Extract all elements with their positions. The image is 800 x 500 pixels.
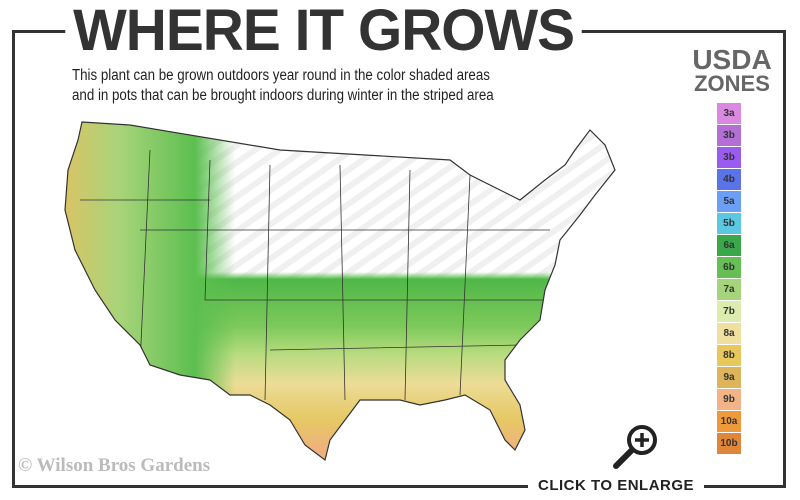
zone-swatch-3b: 3b [717, 125, 741, 146]
zone-swatch-8b: 8b [717, 345, 741, 366]
click-to-enlarge-button[interactable]: CLICK TO ENLARGE [528, 476, 705, 496]
magnifier-plus-icon[interactable] [608, 422, 664, 470]
state-borders [80, 149, 560, 401]
legend-title-line-1: USDA [692, 44, 772, 75]
zone-swatch-5b: 5b [717, 213, 741, 234]
subtitle-line-2: and in pots that can be brought indoors … [72, 87, 494, 104]
us-zone-map[interactable] [50, 110, 630, 470]
zone-swatch-6b: 6b [717, 257, 741, 278]
zone-swatch-7b: 7b [717, 301, 741, 322]
subtitle-line-1: This plant can be grown outdoors year ro… [72, 67, 490, 84]
copyright-watermark: © Wilson Bros Gardens [18, 455, 211, 476]
zone-swatch-9a: 9a [717, 367, 741, 388]
zone-swatch-7a: 7a [717, 279, 741, 300]
zone-swatch-3b: 3b [717, 147, 741, 168]
zone-swatch-3a: 3a [717, 103, 741, 124]
legend-title: USDA ZONES [682, 44, 782, 96]
zone-swatch-4b: 4b [717, 169, 741, 190]
legend-title-line-2: ZONES [694, 71, 770, 96]
zone-swatch-10b: 10b [717, 433, 741, 454]
zone-legend: 3a 3b 3b 4b 5a 5b 6a 6b 7a 7b 8a 8b 9a 9b 10a 10b [717, 103, 741, 455]
zone-swatch-5a: 5a [717, 191, 741, 212]
zone-swatch-10a: 10a [717, 411, 741, 432]
subtitle: This plant can be grown outdoors year ro… [72, 66, 494, 106]
zone-swatch-8a: 8a [717, 323, 741, 344]
page-title: WHERE IT GROWS [65, 0, 582, 66]
zone-swatch-9b: 9b [717, 389, 741, 410]
zone-swatch-6a: 6a [717, 235, 741, 256]
